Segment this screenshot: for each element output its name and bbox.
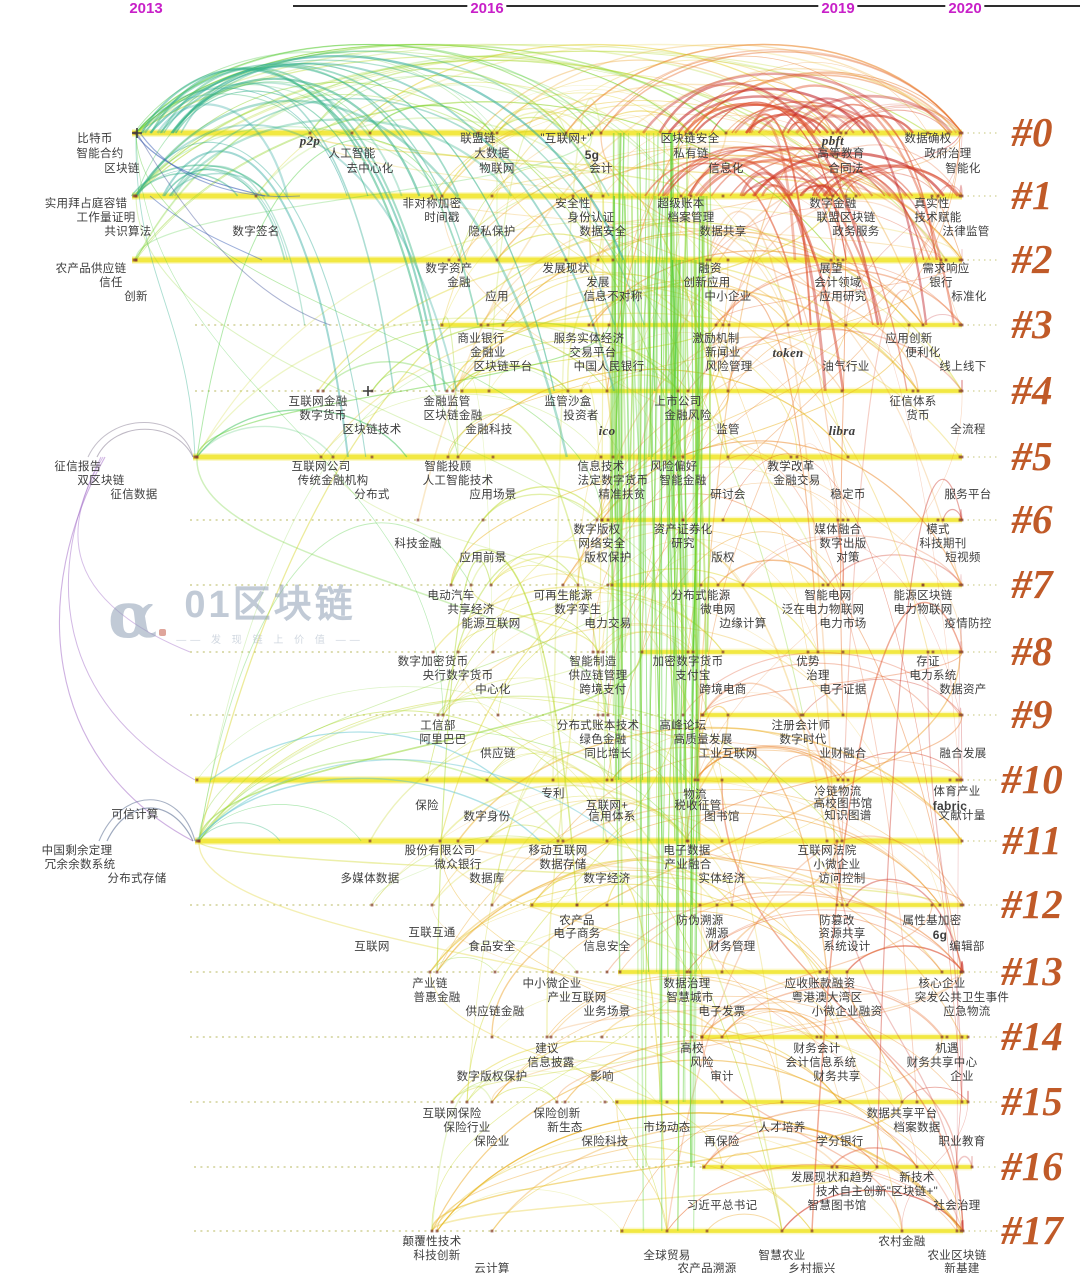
- top-axis-line: [293, 5, 1080, 7]
- pivot-plus-marker: [132, 128, 142, 138]
- link-arcs-layer: [58, 43, 973, 1232]
- node-ticks-layer: [132, 128, 974, 1233]
- watermark-logo-alpha-icon: α: [108, 577, 158, 653]
- watermark-dot-icon: [159, 628, 167, 636]
- watermark-tagline: —— 发 现 链 上 价 值 ——: [176, 634, 364, 646]
- timeline-lines-layer: [132, 129, 998, 1235]
- watermark: α 01区块链 —— 发 现 链 上 价 值 ——: [108, 577, 364, 653]
- pivot-plus-marker: [363, 386, 373, 396]
- watermark-title: 01区块链: [184, 584, 356, 626]
